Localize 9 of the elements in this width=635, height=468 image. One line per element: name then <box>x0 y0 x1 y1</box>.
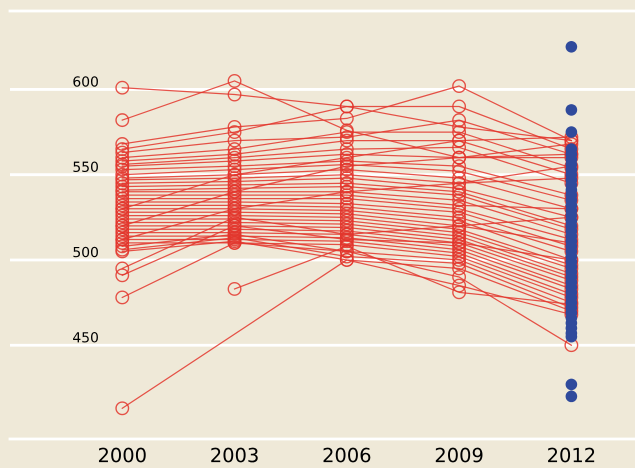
x-tick-label: 2000 <box>98 448 146 462</box>
y-tick-label: 450 <box>73 332 98 343</box>
y-tick-label: 600 <box>73 76 98 87</box>
y-tick-label: 500 <box>73 246 98 258</box>
x-tick-label: 2006 <box>324 448 370 462</box>
x-tick-label: 2009 <box>436 448 482 462</box>
y-tick-label: 550 <box>73 162 98 172</box>
x-tick-label: 2012 <box>548 448 594 462</box>
x-tick-label: 2003 <box>211 448 258 462</box>
